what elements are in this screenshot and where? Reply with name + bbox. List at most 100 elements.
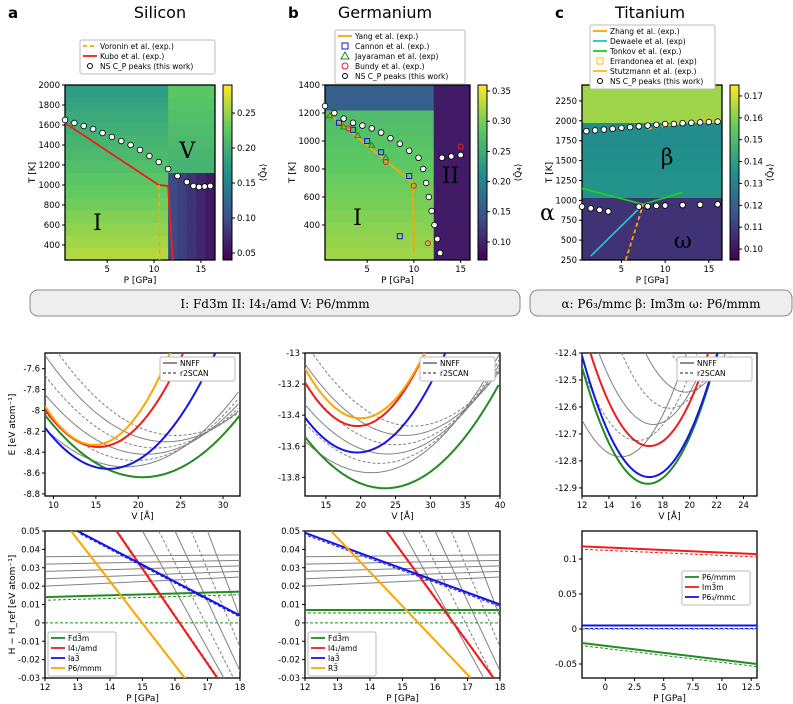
si-pd-cell [205,185,216,198]
ge-pd-cell [433,197,444,211]
ti-pd-cell [695,222,705,236]
si-pd-cell [196,135,207,148]
ti-pd-cell [582,247,592,261]
si-h-ytick-label: 0.03 [21,564,40,574]
si-pd-cell [65,85,75,98]
ti-pd-cell [669,172,679,186]
si-pd-xlabel: P [GPa] [124,276,157,286]
ti-pd-cell [713,160,723,173]
ti-pd-cell [617,197,627,211]
ge-pd-legend-label: NS C_P peaks (this work) [355,72,448,81]
ge-pd-cell [406,247,417,261]
si-pd-ns-peak [190,182,197,190]
ge-pd-cell [370,135,380,148]
ge-pd-cell [379,85,389,98]
ti-pd-cbar-label: 0.16 [744,114,763,124]
si-pd-cell [140,185,150,198]
ge-pd-cell [361,222,371,236]
ti-pd-cell [669,97,679,111]
ge-eos-xlabel: V [Å] [391,510,413,522]
si-pd-ns-peak [99,129,106,137]
ge-pd-cbar-label: 0.35 [492,87,511,97]
ti-eos-xtick-label: 24 [738,501,749,511]
si-pd-cell [121,185,132,198]
ti-h-green-dashed [584,645,757,668]
si-pd-cell [121,172,132,186]
ge-pd-ns-peak [331,109,338,117]
ti-pd-cell [669,210,679,223]
ti-pd-cell [599,210,609,223]
ti-pd-ns-peak [635,123,643,130]
ge-h-ytick-label: -0.01 [278,637,300,647]
ge-pd-cbar-label: 0.20 [492,178,511,188]
ge-pd-cell [442,172,453,186]
ge-pd-cell [415,85,426,98]
ti-pd-cell [617,210,627,223]
si-pd-cell [121,222,132,236]
si-pd-cell [83,172,94,186]
ti-pd-cell [608,147,618,161]
ge-pd-cell [460,85,471,98]
si-pd-ns-peak [174,172,181,180]
si-pd-cell [168,185,178,198]
ge-pd-cell [388,210,398,223]
ge-pd-cell [325,197,335,211]
ge-pd-jayaraman [353,131,362,138]
ge-h-ytick-label: 0.05 [281,527,300,537]
ti-pd-cell [608,247,618,261]
si-pd-ns-peak [61,116,69,124]
ge-pd-cell [433,110,444,123]
ge-pd-cannon [406,173,413,179]
ti-pd-cell [704,172,714,186]
ge-pd-cell [460,185,471,198]
si-eos-xlabel: V [Å] [131,510,153,522]
ti-eos-xtick-label: 12 [577,501,588,511]
ge-eos-orange-curve [305,353,426,420]
ge-pd-cell [343,135,353,148]
si-pd-cell [196,185,207,198]
ti-pd-ylabel: T [K] [545,162,555,184]
si-pd-cell [111,110,122,123]
si-pd-cell [158,235,169,248]
ge-pd-ns-peak [415,154,422,161]
ge-pd-cell [460,160,471,173]
ge-pd-bundy [424,240,431,247]
si-pd-cell [140,222,150,236]
ti-pd-cell [687,210,697,223]
ge-pd-cell [397,110,408,123]
ge-pd-cell [442,85,453,98]
si-pd-cell [102,97,113,111]
si-pd-cell [111,247,122,261]
ti-eos-green-curve [582,353,719,485]
si-pd-cell [158,247,169,261]
ti-pd-legend [589,24,716,90]
ge-h-legend [307,631,377,677]
ge-pd-cell [406,97,417,111]
si-pd-ylabel: T [K] [28,162,38,184]
si-pd-cell [74,97,85,111]
ge-pd-cell [424,85,435,98]
ti-pd-cell [669,185,679,198]
si-pd-cell [111,160,122,173]
si-pd-ns-peak [127,141,134,149]
si-pd-cell [74,197,85,211]
si-pd-cell [196,247,207,261]
ti-pd-ytick-label: 1250 [555,176,577,186]
ge-pd-cell [442,210,453,223]
ti-pd-cell [582,85,592,98]
ge-pd-cell [460,172,471,186]
ge-pd-cell [334,210,344,223]
ge-pd-cell [379,97,389,111]
si-pd-cell [186,172,197,186]
ge-pd-cell [379,122,389,136]
ge-pd-ns-peak [420,165,427,173]
ge-eos-ytick-label: -13.2 [278,380,300,390]
title-silicon: Silicon [134,3,186,22]
si-pd-cell [177,247,188,261]
si-pd-cell [102,110,113,123]
si-pd-cell [140,235,150,248]
ge-pd-cell [343,147,353,161]
si-pd-cell [149,222,160,236]
si-h-xtick-label: 17 [202,683,213,693]
ti-eos-ytick-label: -12.8 [555,457,577,467]
